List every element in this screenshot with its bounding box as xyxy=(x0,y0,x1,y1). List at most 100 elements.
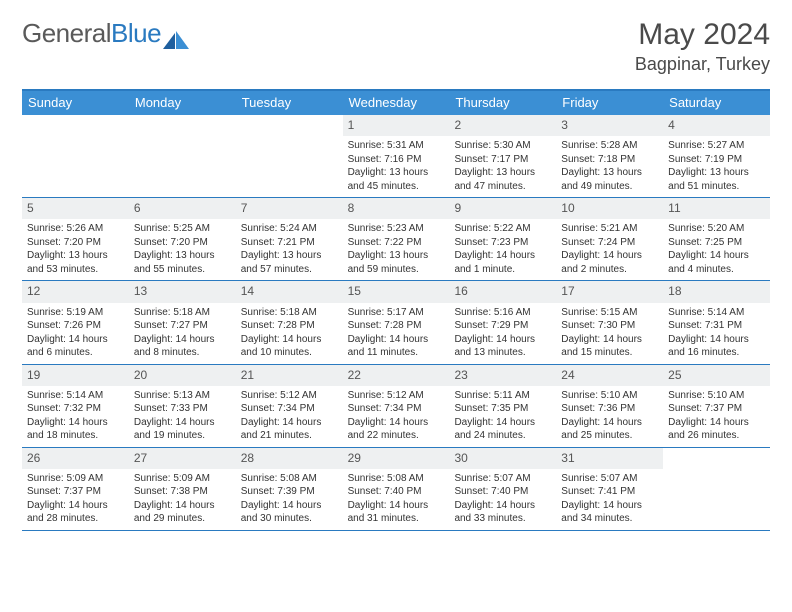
sunset-line: Sunset: 7:33 PM xyxy=(134,402,231,416)
sunrise-line: Sunrise: 5:13 AM xyxy=(134,389,231,403)
sunset-line: Sunset: 7:36 PM xyxy=(561,402,658,416)
day-cell: 10Sunrise: 5:21 AMSunset: 7:24 PMDayligh… xyxy=(556,198,663,280)
dow-label: Friday xyxy=(556,91,663,115)
day-cell: 6Sunrise: 5:25 AMSunset: 7:20 PMDaylight… xyxy=(129,198,236,280)
week-row: 12Sunrise: 5:19 AMSunset: 7:26 PMDayligh… xyxy=(22,281,770,364)
sunset-line: Sunset: 7:18 PM xyxy=(561,153,658,167)
sunrise-line: Sunrise: 5:19 AM xyxy=(27,306,124,320)
day-body: Sunrise: 5:26 AMSunset: 7:20 PMDaylight:… xyxy=(22,219,129,280)
day-cell: . xyxy=(22,115,129,197)
day-number: 7 xyxy=(236,198,343,219)
daylight-line: Daylight: 14 hours and 19 minutes. xyxy=(134,416,231,443)
calendar-grid: SundayMondayTuesdayWednesdayThursdayFrid… xyxy=(22,89,770,531)
day-cell: . xyxy=(129,115,236,197)
sunrise-line: Sunrise: 5:18 AM xyxy=(134,306,231,320)
sunrise-line: Sunrise: 5:07 AM xyxy=(454,472,551,486)
sunrise-line: Sunrise: 5:25 AM xyxy=(134,222,231,236)
day-number: 10 xyxy=(556,198,663,219)
sunrise-line: Sunrise: 5:27 AM xyxy=(668,139,765,153)
day-number: 24 xyxy=(556,365,663,386)
daylight-line: Daylight: 14 hours and 28 minutes. xyxy=(27,499,124,526)
sunset-line: Sunset: 7:34 PM xyxy=(348,402,445,416)
sunset-line: Sunset: 7:37 PM xyxy=(27,485,124,499)
day-cell: 27Sunrise: 5:09 AMSunset: 7:38 PMDayligh… xyxy=(129,448,236,530)
day-body: Sunrise: 5:10 AMSunset: 7:37 PMDaylight:… xyxy=(663,386,770,447)
day-number: 8 xyxy=(343,198,450,219)
sunset-line: Sunset: 7:20 PM xyxy=(27,236,124,250)
sunset-line: Sunset: 7:37 PM xyxy=(668,402,765,416)
daylight-line: Daylight: 13 hours and 59 minutes. xyxy=(348,249,445,276)
sunset-line: Sunset: 7:17 PM xyxy=(454,153,551,167)
day-number: 6 xyxy=(129,198,236,219)
day-body: Sunrise: 5:18 AMSunset: 7:28 PMDaylight:… xyxy=(236,303,343,364)
day-body: Sunrise: 5:20 AMSunset: 7:25 PMDaylight:… xyxy=(663,219,770,280)
day-cell: 26Sunrise: 5:09 AMSunset: 7:37 PMDayligh… xyxy=(22,448,129,530)
day-body: Sunrise: 5:11 AMSunset: 7:35 PMDaylight:… xyxy=(449,386,556,447)
daylight-line: Daylight: 14 hours and 18 minutes. xyxy=(27,416,124,443)
sunrise-line: Sunrise: 5:31 AM xyxy=(348,139,445,153)
day-body: Sunrise: 5:14 AMSunset: 7:32 PMDaylight:… xyxy=(22,386,129,447)
sunset-line: Sunset: 7:38 PM xyxy=(134,485,231,499)
sunset-line: Sunset: 7:22 PM xyxy=(348,236,445,250)
day-body: Sunrise: 5:24 AMSunset: 7:21 PMDaylight:… xyxy=(236,219,343,280)
sunset-line: Sunset: 7:35 PM xyxy=(454,402,551,416)
daylight-line: Daylight: 14 hours and 15 minutes. xyxy=(561,333,658,360)
day-number: 25 xyxy=(663,365,770,386)
sunrise-line: Sunrise: 5:14 AM xyxy=(27,389,124,403)
sunset-line: Sunset: 7:29 PM xyxy=(454,319,551,333)
sunset-line: Sunset: 7:34 PM xyxy=(241,402,338,416)
day-cell: 16Sunrise: 5:16 AMSunset: 7:29 PMDayligh… xyxy=(449,281,556,363)
day-cell: 15Sunrise: 5:17 AMSunset: 7:28 PMDayligh… xyxy=(343,281,450,363)
day-cell: 17Sunrise: 5:15 AMSunset: 7:30 PMDayligh… xyxy=(556,281,663,363)
daylight-line: Daylight: 14 hours and 24 minutes. xyxy=(454,416,551,443)
day-cell: 13Sunrise: 5:18 AMSunset: 7:27 PMDayligh… xyxy=(129,281,236,363)
day-cell: 2Sunrise: 5:30 AMSunset: 7:17 PMDaylight… xyxy=(449,115,556,197)
dow-label: Monday xyxy=(129,91,236,115)
sunset-line: Sunset: 7:40 PM xyxy=(348,485,445,499)
sunset-line: Sunset: 7:20 PM xyxy=(134,236,231,250)
day-body: Sunrise: 5:17 AMSunset: 7:28 PMDaylight:… xyxy=(343,303,450,364)
sunset-line: Sunset: 7:39 PM xyxy=(241,485,338,499)
day-number: 2 xyxy=(449,115,556,136)
sunset-line: Sunset: 7:16 PM xyxy=(348,153,445,167)
day-body: Sunrise: 5:30 AMSunset: 7:17 PMDaylight:… xyxy=(449,136,556,197)
day-body: Sunrise: 5:21 AMSunset: 7:24 PMDaylight:… xyxy=(556,219,663,280)
week-row: 19Sunrise: 5:14 AMSunset: 7:32 PMDayligh… xyxy=(22,365,770,448)
day-body: Sunrise: 5:15 AMSunset: 7:30 PMDaylight:… xyxy=(556,303,663,364)
day-body: Sunrise: 5:12 AMSunset: 7:34 PMDaylight:… xyxy=(343,386,450,447)
sunrise-line: Sunrise: 5:11 AM xyxy=(454,389,551,403)
day-number: 20 xyxy=(129,365,236,386)
day-number: 1 xyxy=(343,115,450,136)
day-cell: 24Sunrise: 5:10 AMSunset: 7:36 PMDayligh… xyxy=(556,365,663,447)
sunset-line: Sunset: 7:25 PM xyxy=(668,236,765,250)
dow-label: Tuesday xyxy=(236,91,343,115)
day-body: Sunrise: 5:07 AMSunset: 7:41 PMDaylight:… xyxy=(556,469,663,530)
day-cell: . xyxy=(663,448,770,530)
daylight-line: Daylight: 14 hours and 33 minutes. xyxy=(454,499,551,526)
sunrise-line: Sunrise: 5:10 AM xyxy=(668,389,765,403)
day-cell: 23Sunrise: 5:11 AMSunset: 7:35 PMDayligh… xyxy=(449,365,556,447)
daylight-line: Daylight: 14 hours and 25 minutes. xyxy=(561,416,658,443)
sunrise-line: Sunrise: 5:12 AM xyxy=(241,389,338,403)
sunrise-line: Sunrise: 5:28 AM xyxy=(561,139,658,153)
sunset-line: Sunset: 7:31 PM xyxy=(668,319,765,333)
daylight-line: Daylight: 13 hours and 51 minutes. xyxy=(668,166,765,193)
sunrise-line: Sunrise: 5:24 AM xyxy=(241,222,338,236)
week-row: 26Sunrise: 5:09 AMSunset: 7:37 PMDayligh… xyxy=(22,448,770,531)
day-number: 22 xyxy=(343,365,450,386)
sunrise-line: Sunrise: 5:08 AM xyxy=(348,472,445,486)
daylight-line: Daylight: 14 hours and 22 minutes. xyxy=(348,416,445,443)
sunset-line: Sunset: 7:41 PM xyxy=(561,485,658,499)
daylight-line: Daylight: 14 hours and 10 minutes. xyxy=(241,333,338,360)
day-number: 28 xyxy=(236,448,343,469)
day-cell: 1Sunrise: 5:31 AMSunset: 7:16 PMDaylight… xyxy=(343,115,450,197)
sunset-line: Sunset: 7:19 PM xyxy=(668,153,765,167)
week-row: 5Sunrise: 5:26 AMSunset: 7:20 PMDaylight… xyxy=(22,198,770,281)
logo: GeneralBlue xyxy=(22,18,189,49)
sunset-line: Sunset: 7:24 PM xyxy=(561,236,658,250)
day-number: 17 xyxy=(556,281,663,302)
daylight-line: Daylight: 13 hours and 53 minutes. xyxy=(27,249,124,276)
day-number: 30 xyxy=(449,448,556,469)
day-body: Sunrise: 5:27 AMSunset: 7:19 PMDaylight:… xyxy=(663,136,770,197)
daylight-line: Daylight: 14 hours and 11 minutes. xyxy=(348,333,445,360)
